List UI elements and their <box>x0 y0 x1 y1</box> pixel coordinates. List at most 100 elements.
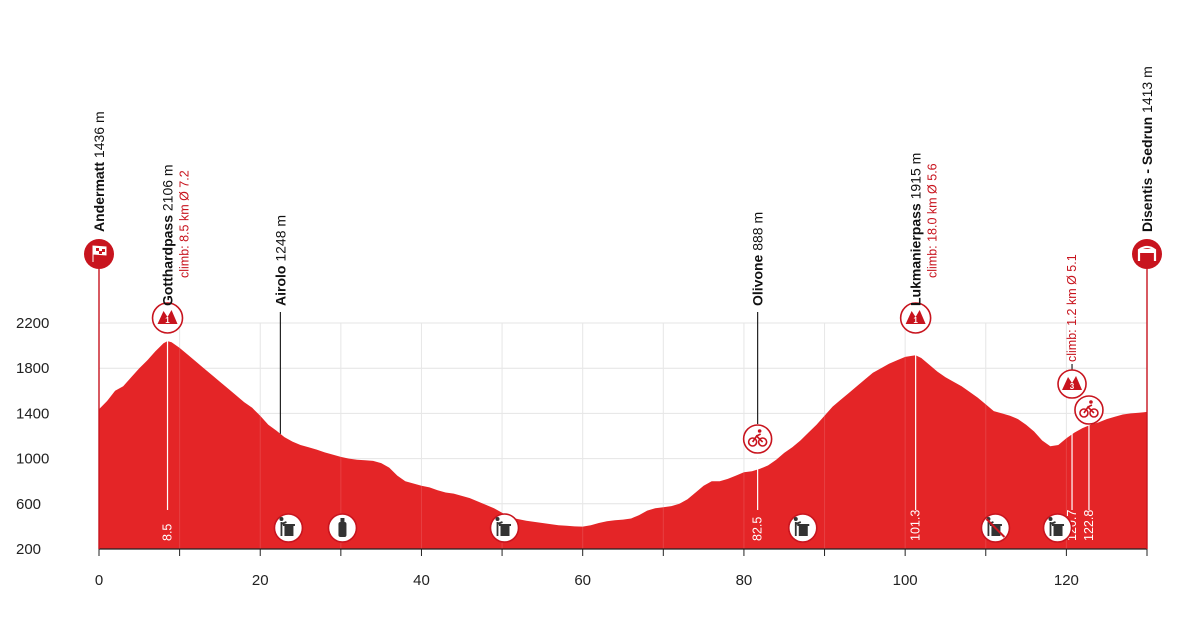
place-altitude: 888 m <box>750 212 766 251</box>
person-head <box>1048 517 1053 521</box>
x-tick-label: 120 <box>1054 572 1079 589</box>
kom-category-number: 1 <box>165 316 170 325</box>
place-altitude: 2106 m <box>160 164 176 211</box>
bike-wheel <box>1089 408 1099 418</box>
location-lukmanierpass: 1 Lukmanierpass 1915 m climb: 18.0 km Ø 5.… <box>899 153 940 541</box>
place-altitude: 1248 m <box>272 215 288 262</box>
place-name: Lukmanierpass <box>908 199 924 306</box>
y-tick-label: 200 <box>16 541 41 558</box>
waste-bin-icon <box>1042 513 1073 543</box>
flag-check <box>96 248 99 251</box>
bin-body <box>798 526 808 536</box>
bin-body <box>1053 526 1063 536</box>
location-disentis-sedrun: Disentis - Sedrun 1413 m <box>1132 66 1162 549</box>
mountain-shape <box>1062 376 1083 390</box>
y-tick-label: 1800 <box>16 360 49 377</box>
bike-wheel <box>1079 408 1089 418</box>
climb-label: climb: 8.5 km Ø 7.2 <box>178 170 192 278</box>
bin-lid <box>797 524 810 526</box>
route-icons <box>273 513 1073 543</box>
place-name: Airolo <box>272 262 288 306</box>
finish-banner <box>1139 249 1155 253</box>
person-body <box>1049 521 1056 536</box>
bin-lid <box>498 524 511 526</box>
prohibition-slash <box>985 518 1006 538</box>
finish-icon <box>1132 239 1162 269</box>
place-label: Andermatt 1436 m <box>91 111 107 232</box>
sprint-bike-icon <box>1074 395 1104 425</box>
bin-lid <box>989 524 1002 526</box>
icon-disc <box>1132 239 1162 269</box>
climb-info: climb: 1.2 km Ø 5.1 <box>1065 254 1079 362</box>
bottle-cap <box>340 518 345 522</box>
climb-label: climb: 18.0 km Ø 5.6 <box>926 163 940 278</box>
climb-label: climb: 1.2 km Ø 5.1 <box>1065 254 1079 362</box>
person-body <box>280 521 287 536</box>
elevation-profile <box>99 341 1147 549</box>
person-head <box>495 517 500 521</box>
person-body <box>794 521 802 536</box>
start-flag-icon <box>84 239 114 269</box>
kom-cat3-icon: 3 <box>1057 369 1087 399</box>
person-body <box>496 521 503 536</box>
flag-check <box>99 251 102 254</box>
sprint-bike-icon <box>742 424 773 454</box>
kom-category-number: 1 <box>913 316 918 325</box>
kom-category-number: 3 <box>1070 382 1075 391</box>
location-gotthardpass: 1 Gotthardpass 2106 m climb: 8.5 km Ø 7.2 8… <box>151 164 192 541</box>
axes: 200 600 1000 1400 1800 2200 0 20 40 60 80 100 120 <box>16 315 1148 589</box>
kom-cat1-icon: 1 <box>151 302 184 334</box>
bin-body <box>500 526 510 536</box>
bike-frame <box>751 433 764 443</box>
place-name: Disentis - Sedrun <box>1139 113 1155 232</box>
place-name: Olivone <box>750 251 766 306</box>
x-tick-label: 0 <box>95 572 103 589</box>
kom-cat1-icon: 1 <box>899 302 932 334</box>
bike-frame <box>1083 404 1095 414</box>
place-label: Lukmanierpass 1915 m <box>908 153 924 306</box>
place-name: Gotthardpass <box>160 211 176 306</box>
feed-bottle-icon <box>327 513 358 543</box>
bottle-body <box>338 522 347 537</box>
km-label: 82.5 <box>751 517 765 541</box>
y-tick-label: 1400 <box>16 405 49 422</box>
person-head <box>793 517 798 521</box>
flag-check <box>102 249 105 252</box>
mountain-shape <box>157 310 178 324</box>
location-olivone: Olivone 888 m 82.5 <box>742 212 773 541</box>
climb-info: climb: 18.0 km Ø 5.6 <box>926 163 940 278</box>
bike-wheel <box>747 437 758 447</box>
waste-bin-icon <box>489 513 520 543</box>
no-littering-icon <box>980 513 1011 543</box>
bin-lid <box>1052 524 1065 526</box>
km-label: 101.3 <box>909 510 923 541</box>
km-label: 122.8 <box>1082 510 1096 541</box>
location-marker: 122.8 <box>1074 395 1104 541</box>
place-label: Gotthardpass 2106 m <box>160 164 176 306</box>
icon-ring <box>742 424 773 454</box>
climb-info: climb: 8.5 km Ø 7.2 <box>178 170 192 278</box>
x-tick-label: 80 <box>736 572 753 589</box>
profile-area <box>99 323 1147 549</box>
waste-bin-icon <box>273 513 304 543</box>
person-head <box>279 517 284 521</box>
bike-wheel <box>757 437 768 447</box>
mountain-shape <box>905 310 926 324</box>
bin-body <box>991 526 1001 536</box>
bin-lid <box>282 524 295 526</box>
y-tick-label: 2200 <box>16 315 49 332</box>
x-tick-label: 40 <box>413 572 430 589</box>
location-airolo: Airolo 1248 m <box>272 215 288 434</box>
icon-ring <box>1074 395 1104 425</box>
place-altitude: 1915 m <box>908 153 924 200</box>
x-tick-label: 20 <box>252 572 269 589</box>
bin-body <box>284 526 294 536</box>
place-label: Olivone 888 m <box>750 212 766 306</box>
place-name: Andermatt <box>91 158 107 232</box>
y-tick-label: 1000 <box>16 451 49 468</box>
x-tick-label: 60 <box>574 572 591 589</box>
y-tick-label: 600 <box>16 496 41 513</box>
